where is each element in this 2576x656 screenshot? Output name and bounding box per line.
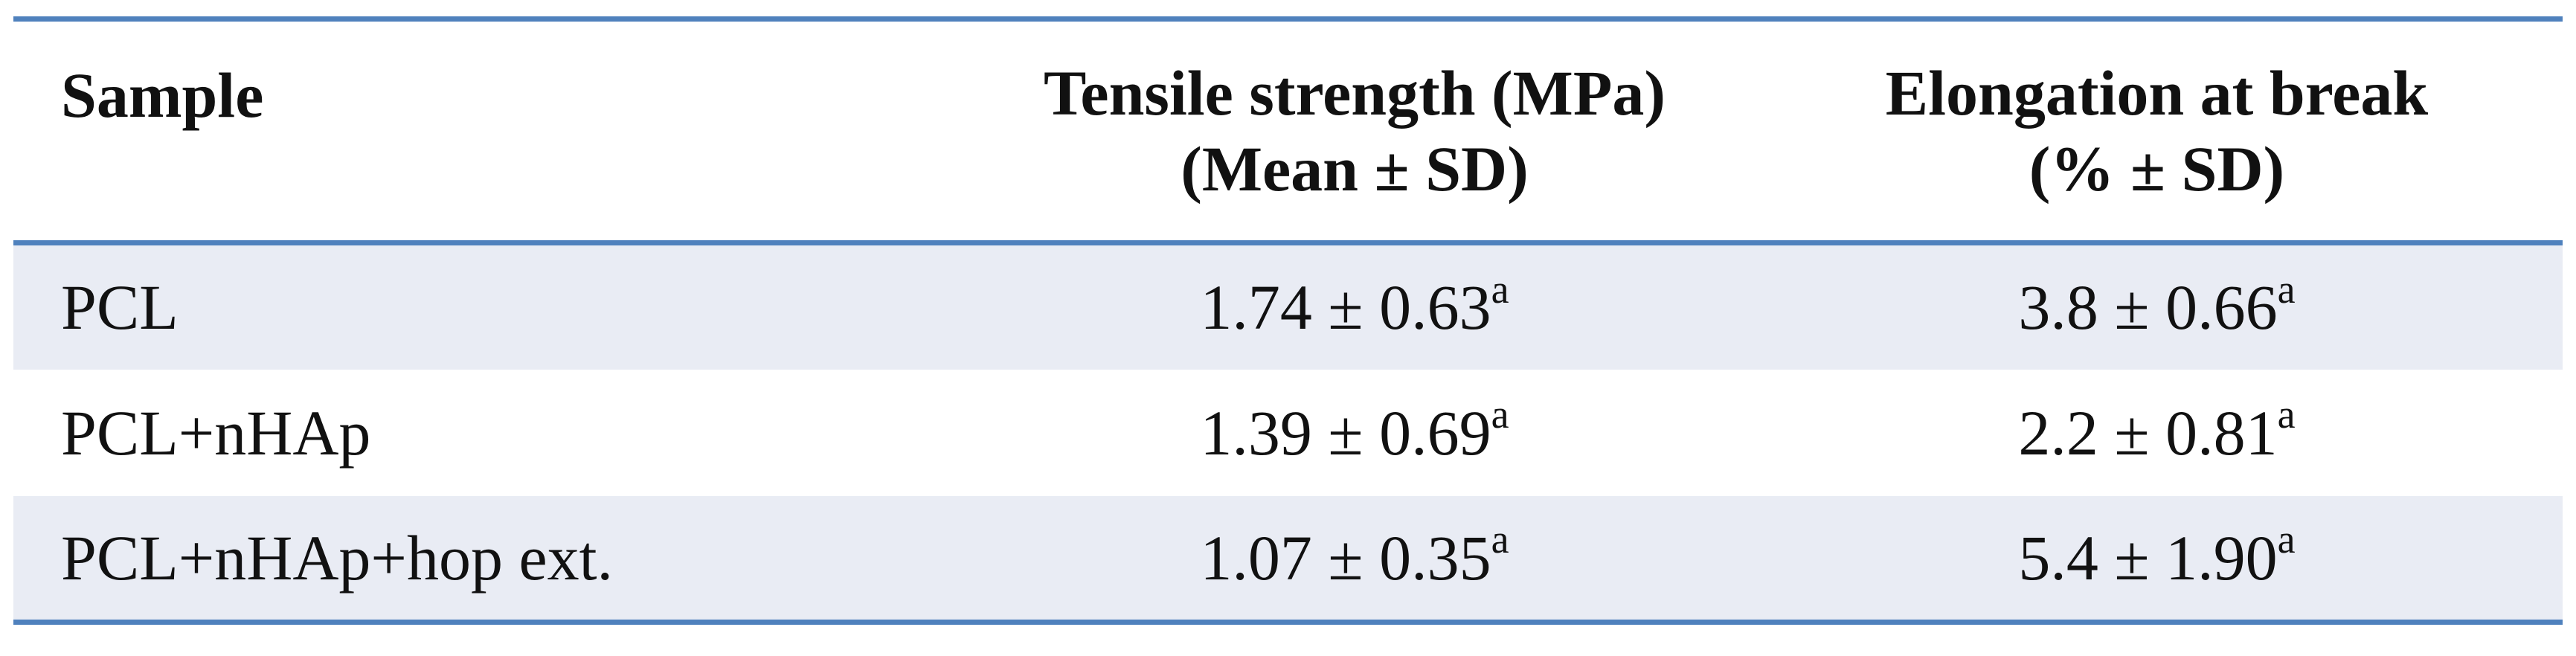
cell-sample: PCL+nHAp: [61, 396, 371, 469]
mechanical-properties-table: Sample Tensile strength (MPa) (Mean ± SD…: [13, 16, 2563, 625]
results-table-container: Sample Tensile strength (MPa) (Mean ± SD…: [13, 16, 2563, 625]
table-row: PCL+nHAp 1.39 ± 0.69a 2.2 ± 0.81a: [13, 370, 2563, 496]
header-elong-line1: Elongation at break: [1885, 57, 2429, 129]
table-row: PCL 1.74 ± 0.63a 3.8 ± 0.66a: [13, 242, 2563, 370]
header-elongation: Elongation at break (% ± SD): [1751, 19, 2563, 243]
elong-superscript: a: [2277, 391, 2296, 437]
elong-value: 3.8 ± 0.66: [2018, 271, 2278, 344]
header-row: Sample Tensile strength (MPa) (Mean ± SD…: [13, 19, 2563, 243]
tensile-superscript: a: [1491, 266, 1509, 312]
tensile-superscript: a: [1491, 517, 1509, 562]
elong-value: 5.4 ± 1.90: [2018, 521, 2278, 594]
cell-elongation: 2.2 ± 0.81a: [1751, 370, 2563, 496]
header-tensile-line2: (Mean ± SD): [1181, 133, 1529, 205]
header-tensile-line1: Tensile strength (MPa): [1043, 57, 1666, 129]
table-body: PCL 1.74 ± 0.63a 3.8 ± 0.66a PCL+nHAp 1.…: [13, 242, 2563, 623]
cell-sample: PCL+nHAp+hop ext.: [61, 521, 614, 594]
header-elong-line2: (% ± SD): [2029, 133, 2285, 205]
tensile-superscript: a: [1491, 391, 1509, 437]
cell-tensile: 1.74 ± 0.63a: [958, 243, 1751, 370]
cell-elongation: 3.8 ± 0.66a: [1751, 243, 2563, 370]
elong-superscript: a: [2277, 517, 2296, 562]
header-tensile-strength: Tensile strength (MPa) (Mean ± SD): [958, 19, 1751, 243]
table-row: PCL+nHAp+hop ext. 1.07 ± 0.35a 5.4 ± 1.9…: [13, 495, 2563, 623]
tensile-value: 1.74 ± 0.63: [1200, 271, 1491, 344]
cell-tensile: 1.39 ± 0.69a: [958, 370, 1751, 496]
header-sample: Sample: [13, 19, 958, 243]
cell-sample: PCL: [61, 271, 179, 344]
cell-tensile: 1.07 ± 0.35a: [958, 496, 1751, 623]
tensile-value: 1.07 ± 0.35: [1200, 521, 1491, 594]
elong-value: 2.2 ± 0.81: [2018, 396, 2278, 469]
elong-superscript: a: [2277, 266, 2296, 312]
tensile-value: 1.39 ± 0.69: [1200, 396, 1491, 469]
header-sample-label: Sample: [61, 60, 264, 131]
cell-elongation: 5.4 ± 1.90a: [1751, 496, 2563, 623]
table-header: Sample Tensile strength (MPa) (Mean ± SD…: [13, 19, 2563, 243]
